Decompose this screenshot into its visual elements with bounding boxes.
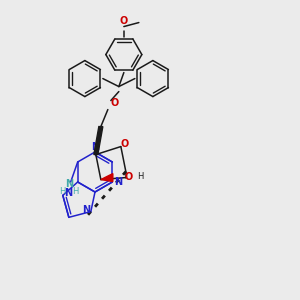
Text: H: H: [73, 188, 79, 196]
Text: O: O: [125, 172, 133, 182]
Text: N: N: [91, 142, 99, 152]
Text: O: O: [111, 98, 119, 108]
Polygon shape: [94, 127, 103, 154]
Text: O: O: [121, 139, 129, 148]
Polygon shape: [101, 174, 113, 182]
Text: N: N: [82, 205, 90, 214]
Text: O: O: [120, 16, 128, 26]
Text: N: N: [64, 188, 72, 198]
Text: N: N: [66, 179, 74, 189]
Text: H: H: [137, 172, 143, 181]
Text: N: N: [114, 177, 122, 187]
Text: H: H: [59, 188, 66, 196]
